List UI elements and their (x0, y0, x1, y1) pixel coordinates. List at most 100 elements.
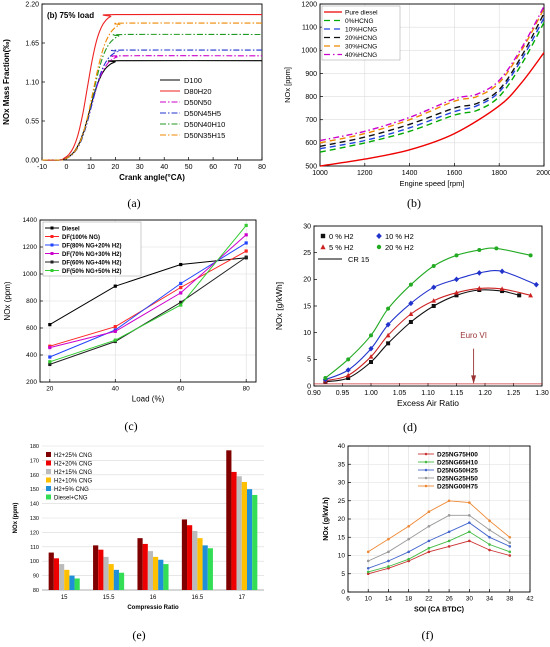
y-tick-label: 90 (33, 574, 39, 580)
data-point (407, 557, 410, 561)
data-point (366, 566, 370, 570)
data-point (468, 530, 471, 534)
data-point (508, 554, 512, 557)
y-tick-label: 10 (303, 330, 311, 337)
data-point (454, 290, 459, 295)
y-axis-label: NOx (ppm) (13, 503, 19, 534)
data-point (431, 298, 437, 303)
caption-f: (f) (421, 628, 434, 642)
data-point (424, 452, 428, 456)
legend-label: DF(60% NG+40% H2) (62, 261, 122, 267)
x-tick-label: 6 (346, 596, 350, 603)
data-point (387, 559, 390, 563)
legend-label: D25NG75H00 (437, 452, 478, 459)
y-tick-label: 1200 (301, 1, 317, 8)
legend-label: D50N40H10 (184, 120, 225, 129)
y-tick-label: 0 (341, 589, 345, 596)
data-point (431, 264, 436, 268)
data-point (488, 519, 491, 523)
bar-H2+5% CNG (246, 489, 253, 590)
data-point (48, 323, 52, 327)
bar-Diesel+CNG (252, 494, 258, 590)
y-tick-label: 160 (30, 473, 39, 479)
x-tick-label: 1.20 (478, 390, 492, 397)
data-point (179, 281, 183, 286)
data-point (500, 289, 505, 294)
legend-label: 0%HCNG (345, 18, 374, 25)
bar-H2+20% CNG (53, 558, 60, 590)
bar-Diesel+CNG (118, 572, 125, 590)
legend-label: D100 (184, 76, 202, 85)
bar-H2+25% CNG (93, 545, 99, 590)
data-point (476, 270, 482, 276)
legend-swatch (46, 494, 51, 500)
data-point (320, 233, 326, 239)
legend-box (42, 221, 142, 277)
legend-swatch (46, 486, 51, 491)
x-tick-label: 17 (238, 595, 245, 601)
x-tick-label: 10 (87, 164, 95, 171)
x-tick-label: 1800 (491, 170, 507, 177)
data-point (113, 329, 117, 333)
legend-label: H2+15% CNG (54, 470, 93, 476)
data-point (48, 360, 52, 364)
data-point (424, 460, 428, 464)
data-point (488, 548, 491, 552)
data-point (447, 545, 451, 548)
y-tick-label: 25 (338, 498, 346, 505)
legend-label: 5 % H2 (329, 243, 354, 252)
data-point (508, 535, 512, 539)
data-point (386, 341, 391, 346)
chart-e: 80 90 100 110 120 130 140 150 160 170 180 15 15.5 16 1… (8, 442, 270, 614)
y-tick-label: 120 (30, 530, 39, 536)
legend-swatch (46, 469, 51, 474)
bar-H2+10% CNG (197, 538, 203, 590)
y-axis-label: NOx (g/kW.h) (323, 497, 330, 541)
bar-H2+20% CNG (187, 525, 193, 590)
data-point (366, 559, 370, 563)
data-point (494, 246, 499, 251)
data-point (427, 546, 431, 550)
data-point (407, 525, 410, 528)
data-point (508, 545, 512, 548)
x-tick-label: 15 (61, 595, 68, 601)
legend-label: 10%HCNG (345, 27, 377, 34)
chart-b: 1000 1200 1400 1600 1800 2000 500 600 700 800 900 1… (278, 0, 550, 192)
data-point (468, 501, 471, 504)
data-point (528, 253, 533, 258)
legend-label: D25NG25H50 (437, 476, 478, 483)
bar-H2+5% CNG (113, 569, 119, 590)
x-tick-label: 1.30 (535, 390, 549, 397)
bar-H2+10% CNG (241, 482, 247, 590)
data-point (468, 514, 471, 517)
bar-H2+20% CNG (142, 543, 148, 590)
x-tick-label: 30 (466, 596, 474, 603)
x-axis-label: Compressio Ratio (127, 605, 179, 611)
chart-d: 0.90 0.95 1.00 1.05 1.10 1.15 1.20 1.25 1.30 0 5 10… (270, 222, 550, 407)
legend-label: D50N35H15 (184, 131, 225, 140)
data-point (499, 286, 505, 291)
bar-H2+20% CNG (98, 549, 104, 590)
y-tick-label: 10 (338, 553, 346, 560)
series-line-Pure diesel (319, 52, 545, 167)
legend-label: DF(70% NG+30% H2) (62, 252, 122, 258)
chart-f: 6 10 14 18 22 26 30 34 38 42 0 5 10 15 20 25 30 35 40 SOI (… (320, 442, 535, 614)
x-tick-label: 0.90 (307, 390, 321, 397)
data-point (528, 292, 533, 298)
series-line-30%HCNG (319, 8, 545, 144)
data-point (346, 376, 351, 380)
caption-d: (d) (403, 420, 417, 434)
legend-label: D25NG50H25 (437, 468, 478, 475)
legend-label: H2+5% CNG (54, 487, 89, 493)
legend-label: D50N50 (184, 98, 212, 107)
data-point (407, 537, 410, 541)
x-tick-label: 1.25 (507, 390, 521, 397)
x-tick-label: 16.5 (192, 595, 204, 601)
y-tick-label: 15 (338, 534, 346, 541)
bar-H2+15% CNG (192, 530, 198, 590)
y-tick-label: 180 (30, 444, 39, 450)
x-tick-label: 20 (111, 164, 119, 171)
x-tick-label: 30 (136, 164, 144, 171)
chart-e-svg: 80 90 100 110 120 130 140 150 160 170 180 15 15.5 16 1… (13, 444, 264, 611)
chart-f-svg: 6 10 14 18 22 26 30 34 38 42 0 5 10 15 20 25 30 35 40 SOI (… (323, 443, 534, 613)
